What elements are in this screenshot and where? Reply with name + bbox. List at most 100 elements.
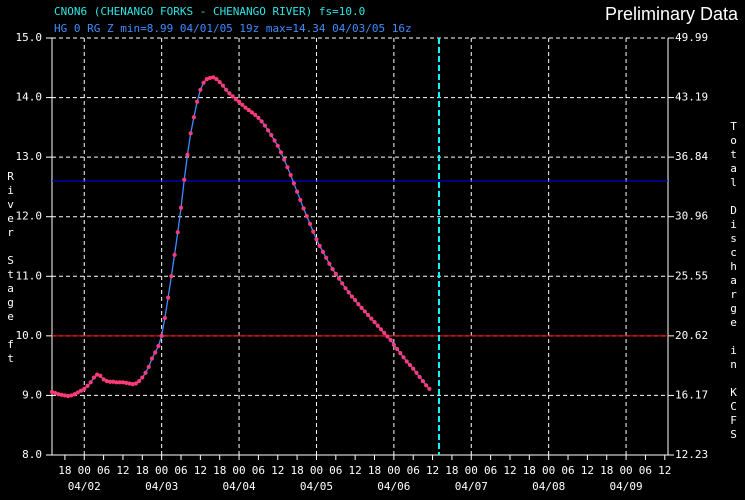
data-point bbox=[391, 342, 396, 347]
data-point bbox=[398, 351, 403, 356]
data-point bbox=[265, 128, 271, 133]
data-point bbox=[375, 323, 380, 328]
data-point bbox=[198, 87, 203, 92]
data-point bbox=[98, 373, 103, 378]
y2-tick-label: 16.17 bbox=[675, 388, 708, 401]
data-point bbox=[414, 370, 419, 375]
y2-tick-label: 49.99 bbox=[675, 31, 708, 44]
chart-title: CNON6 (CHENANGO FORKS - CHENANGO RIVER) … bbox=[54, 5, 365, 18]
x-tick-label: 00 bbox=[619, 464, 632, 477]
y2-tick-label: 30.96 bbox=[675, 210, 708, 223]
data-point bbox=[56, 392, 61, 397]
data-point bbox=[72, 392, 77, 397]
x-tick-label: 12 bbox=[349, 464, 362, 477]
x-tick-label: 12 bbox=[503, 464, 516, 477]
data-point bbox=[233, 97, 238, 102]
data-point bbox=[298, 197, 303, 203]
x-tick-label: 00 bbox=[542, 464, 555, 477]
data-point bbox=[259, 119, 264, 124]
x-date-label: 04/07 bbox=[455, 480, 488, 493]
data-point bbox=[304, 214, 309, 219]
data-point bbox=[149, 356, 155, 361]
data-point bbox=[88, 380, 93, 385]
x-tick-label: 12 bbox=[116, 464, 129, 477]
y-tick-label: 14.0 bbox=[16, 91, 43, 104]
x-tick-label: 06 bbox=[97, 464, 110, 477]
data-point bbox=[282, 157, 287, 162]
data-point bbox=[388, 337, 393, 343]
data-point bbox=[317, 243, 322, 249]
data-point bbox=[172, 252, 177, 257]
data-point bbox=[378, 327, 384, 332]
y2-tick-label: 20.62 bbox=[675, 329, 708, 342]
data-point bbox=[133, 381, 138, 386]
data-point bbox=[211, 75, 216, 80]
data-point bbox=[275, 143, 280, 148]
x-tick-label: 12 bbox=[194, 464, 207, 477]
data-point bbox=[359, 305, 364, 310]
x-tick-label: 12 bbox=[658, 464, 671, 477]
data-point bbox=[185, 152, 190, 157]
data-point bbox=[427, 386, 432, 391]
data-point bbox=[159, 333, 164, 338]
y-tick-label: 8.0 bbox=[22, 448, 42, 461]
data-point bbox=[246, 107, 251, 113]
x-tick-label: 00 bbox=[465, 464, 478, 477]
x-tick-label: 00 bbox=[387, 464, 400, 477]
data-point bbox=[417, 374, 422, 380]
data-point bbox=[127, 381, 132, 386]
data-point bbox=[191, 115, 197, 120]
x-tick-label: 12 bbox=[581, 464, 594, 477]
data-point bbox=[166, 295, 171, 300]
data-point bbox=[111, 379, 116, 384]
data-point bbox=[333, 271, 338, 277]
x-tick-label: 18 bbox=[290, 464, 303, 477]
data-point bbox=[394, 346, 400, 352]
data-point bbox=[272, 138, 277, 143]
x-tick-label: 06 bbox=[639, 464, 652, 477]
data-point bbox=[278, 150, 284, 155]
data-point bbox=[269, 133, 274, 138]
data-point bbox=[404, 359, 409, 364]
watermark: Preliminary Data bbox=[605, 4, 739, 24]
data-point bbox=[349, 294, 355, 299]
x-tick-label: 06 bbox=[407, 464, 420, 477]
data-point bbox=[285, 165, 290, 170]
x-tick-label: 00 bbox=[310, 464, 323, 477]
data-point bbox=[262, 123, 267, 128]
chart-subtitle: HG 0 RG Z min=8.99 04/01/05 19z max=14.3… bbox=[54, 22, 412, 35]
data-point bbox=[114, 380, 119, 385]
data-point bbox=[195, 99, 200, 104]
x-tick-label: 00 bbox=[78, 464, 91, 477]
x-tick-label: 00 bbox=[232, 464, 245, 477]
data-point bbox=[256, 115, 261, 120]
data-point bbox=[130, 382, 135, 387]
y-tick-label: 10.0 bbox=[16, 329, 43, 342]
y-tick-label: 15.0 bbox=[16, 31, 43, 44]
data-point bbox=[217, 79, 222, 85]
y-tick-label: 12.0 bbox=[16, 210, 43, 223]
data-point bbox=[69, 393, 74, 398]
data-point bbox=[288, 172, 293, 178]
y2-tick-label: 12.23 bbox=[675, 448, 708, 461]
data-point bbox=[204, 77, 209, 82]
data-point bbox=[169, 274, 174, 279]
x-tick-label: 18 bbox=[445, 464, 458, 477]
x-date-label: 04/04 bbox=[222, 480, 255, 493]
x-date-label: 04/06 bbox=[377, 480, 410, 493]
x-tick-label: 06 bbox=[174, 464, 187, 477]
data-point bbox=[401, 355, 406, 360]
x-tick-label: 18 bbox=[600, 464, 613, 477]
data-point bbox=[156, 343, 161, 349]
data-point bbox=[314, 237, 319, 242]
data-point bbox=[78, 388, 84, 393]
data-point bbox=[146, 364, 151, 369]
data-point bbox=[385, 334, 390, 339]
x-tick-label: 12 bbox=[271, 464, 284, 477]
data-point bbox=[188, 131, 193, 136]
x-tick-label: 18 bbox=[368, 464, 381, 477]
data-point bbox=[82, 386, 87, 391]
data-point bbox=[101, 377, 106, 382]
data-point bbox=[62, 393, 68, 398]
